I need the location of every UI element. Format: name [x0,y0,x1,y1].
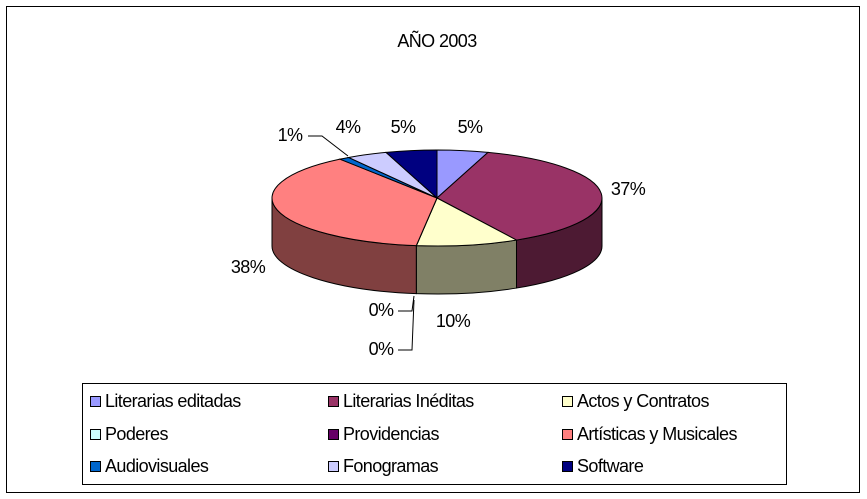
pie-slice [415,197,519,247]
legend-swatch [562,429,573,440]
pie-side [415,239,517,295]
legend-label: Literarias editadas [105,391,241,411]
data-label: 1% [278,125,303,145]
legend-label: Poderes [105,424,168,444]
legend-swatch [562,461,573,472]
legend-swatch [328,461,339,472]
leader-line [398,299,415,351]
data-label: 37% [611,179,646,199]
data-label: 4% [336,117,361,137]
legend-label: Audiovisuales [105,456,209,476]
legend-swatch [90,429,101,440]
data-label: 0% [369,300,394,320]
legend-label: Literarias Inéditas [343,391,474,411]
legend-swatch [328,429,339,440]
legend-swatch [562,396,573,407]
data-label: 5% [458,117,483,137]
legend-label: Providencias [343,424,439,444]
data-label: 5% [391,117,416,137]
leader-line [398,295,415,312]
legend-box [82,383,787,485]
pie-slice [384,149,438,200]
legend-swatch [90,396,101,407]
pie-slice [436,151,603,241]
chart-title: AÑO 2003 [397,30,477,51]
legend-label: Software [577,456,644,476]
legend-label: Fonogramas [343,456,439,476]
legend-swatch [90,461,101,472]
leader-line [308,135,349,157]
pie-slice [271,158,438,247]
legend-label: Actos y Contratos [577,391,709,411]
legend-label: Artísticas y Musicales [577,424,737,444]
data-label: 0% [369,339,394,359]
data-label: 10% [436,311,471,331]
legend-swatch [328,396,339,407]
data-label: 38% [231,257,266,277]
